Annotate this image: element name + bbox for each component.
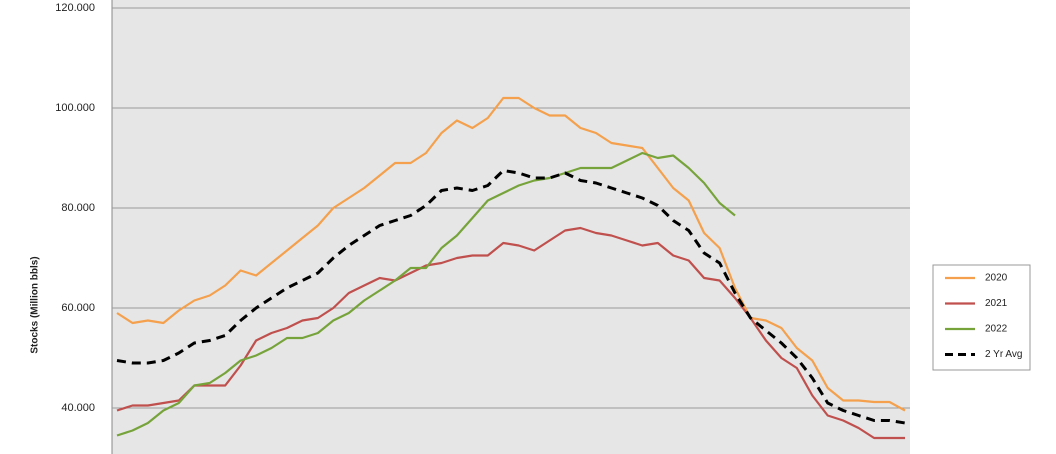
y-tick-label: 60.000 [61,302,95,314]
series-line [116,226,905,440]
legend-label: 2020 [985,273,1008,284]
y-tick-label: 80.000 [61,202,95,214]
series-line [116,151,736,437]
legend-label: 2022 [985,324,1008,335]
plot-area [112,0,910,454]
y-tick-label: 40.000 [61,402,95,414]
y-tick-label: 120.000 [55,2,95,14]
legend-label: 2021 [985,298,1008,309]
y-tick-label: 100.000 [55,102,95,114]
series-line [116,96,906,412]
series-line [116,169,906,425]
legend [932,264,1031,371]
y-axis-label: Stocks (Million bbls) [30,256,41,353]
legend-label: 2 Yr Avg [985,349,1022,360]
